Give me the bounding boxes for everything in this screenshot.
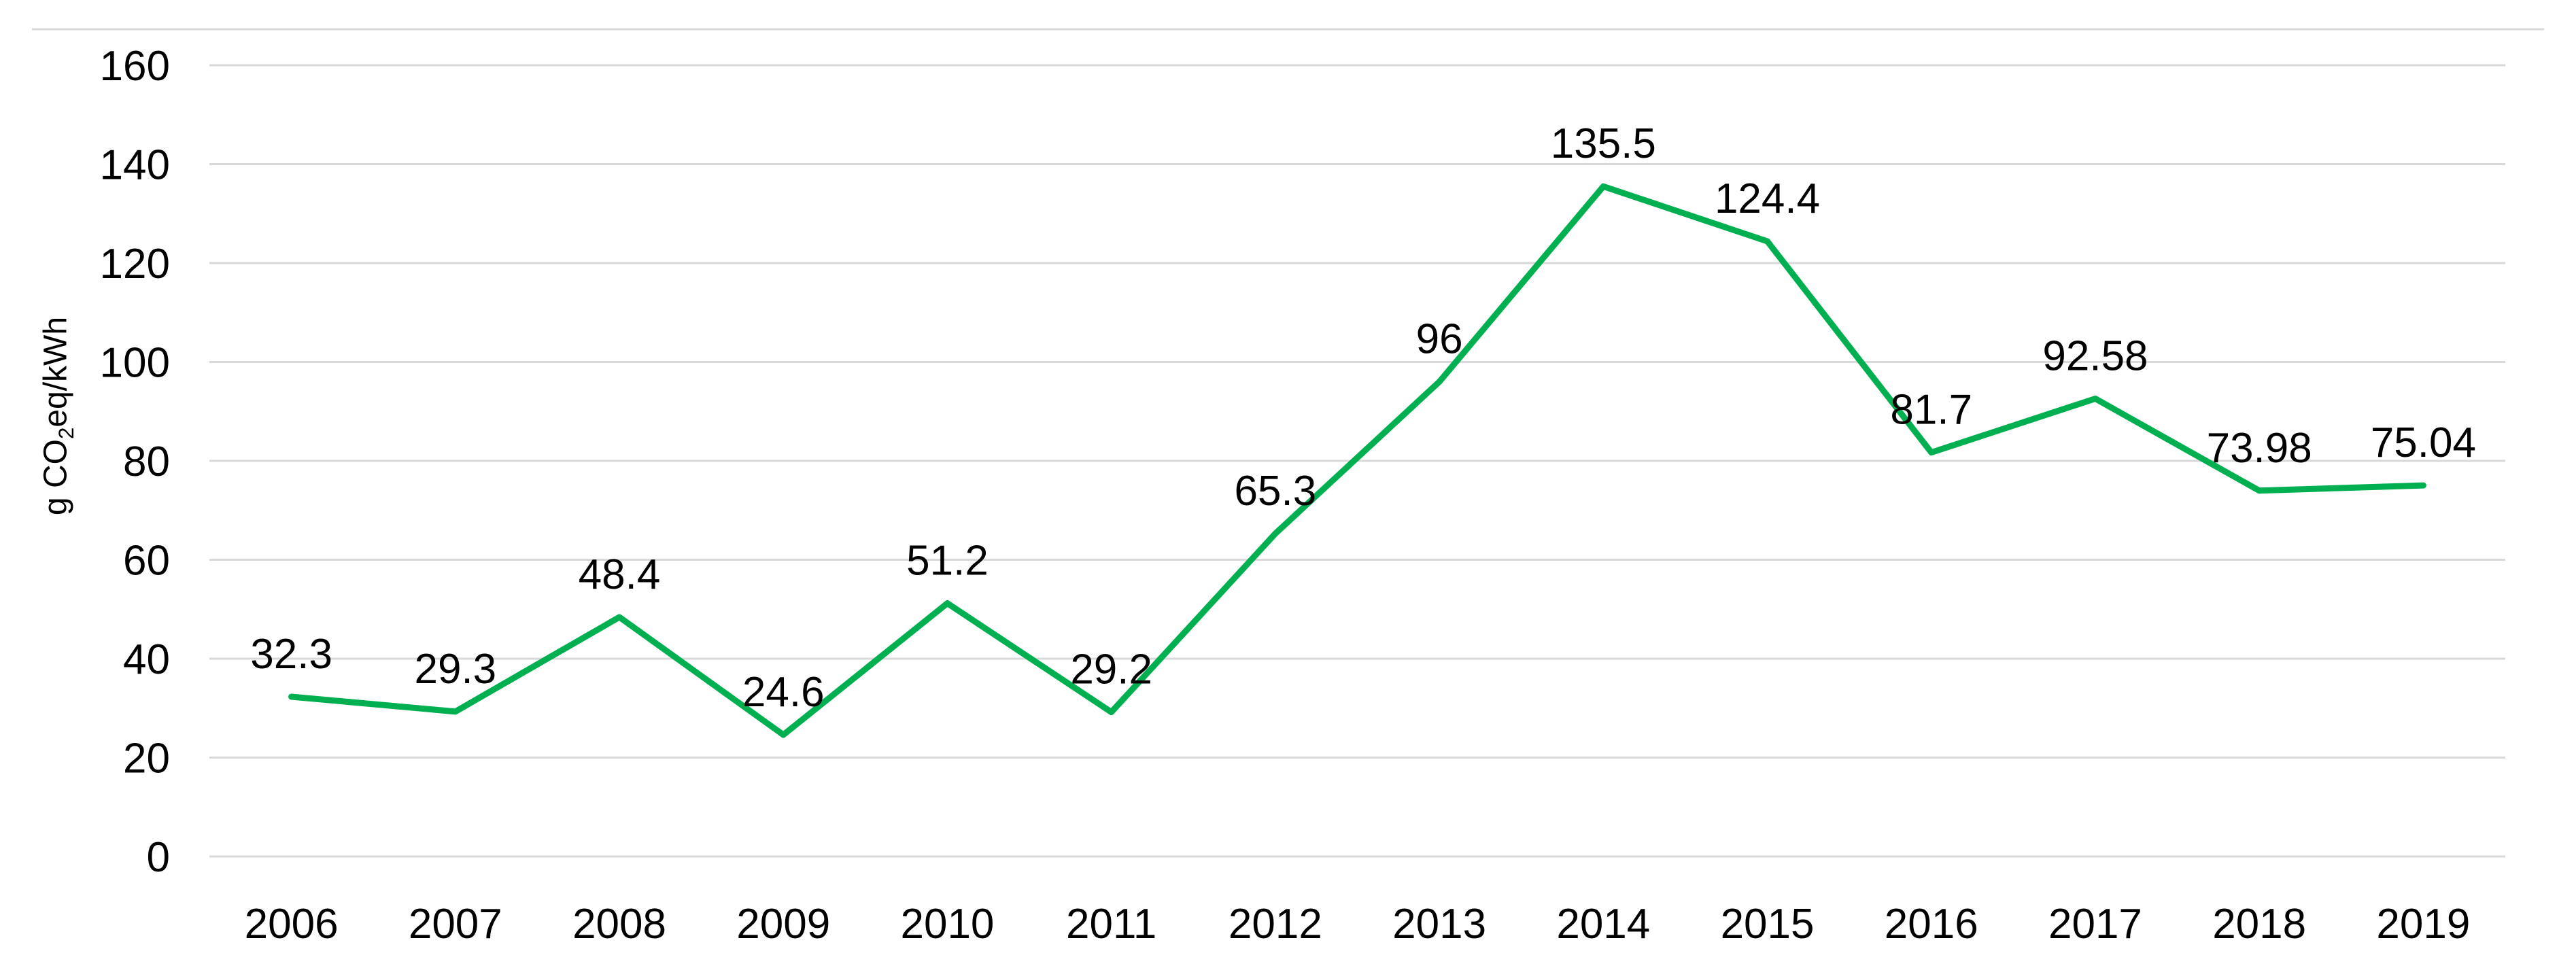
y-tick-label: 100 [100,340,170,387]
x-tick-label: 2008 [572,901,666,948]
data-label: 81.7 [1890,387,1972,434]
data-label: 75.04 [2371,419,2476,466]
x-tick-label: 2019 [2376,901,2470,948]
y-tick-label: 80 [123,438,170,485]
data-label: 29.3 [414,646,496,693]
x-tick-label: 2006 [245,901,339,948]
x-tick-label: 2015 [1721,901,1815,948]
x-tick-label: 2013 [1392,901,1486,948]
data-label: 96 [1416,316,1463,363]
data-label: 73.98 [2207,425,2312,472]
x-tick-label: 2018 [2212,901,2306,948]
x-tick-label: 2014 [1556,901,1650,948]
data-label: 24.6 [742,669,825,716]
data-label: 92.58 [2042,332,2148,379]
y-tick-label: 20 [123,735,170,782]
y-tick-label: 140 [100,142,170,189]
x-tick-label: 2007 [409,901,502,948]
x-tick-label: 2017 [2048,901,2142,948]
data-label: 48.4 [579,551,661,598]
series-line [288,183,2426,738]
data-label: 124.4 [1715,175,1820,222]
x-tick-label: 2010 [900,901,994,948]
x-tick-label: 2012 [1229,901,1322,948]
data-label: 51.2 [906,538,989,585]
data-label: 135.5 [1551,120,1656,167]
y-tick-label: 120 [100,241,170,288]
data-label: 29.2 [1070,646,1152,693]
data-label: 65.3 [1235,468,1317,515]
data-label: 32.3 [250,631,332,678]
y-tick-label: 0 [147,834,170,881]
x-tick-label: 2016 [1885,901,1978,948]
x-tick-label: 2011 [1066,901,1156,948]
y-tick-label: 160 [100,43,170,90]
x-tick-label: 2009 [736,901,830,948]
y-tick-label: 60 [123,538,170,585]
y-tick-label: 40 [123,636,170,683]
